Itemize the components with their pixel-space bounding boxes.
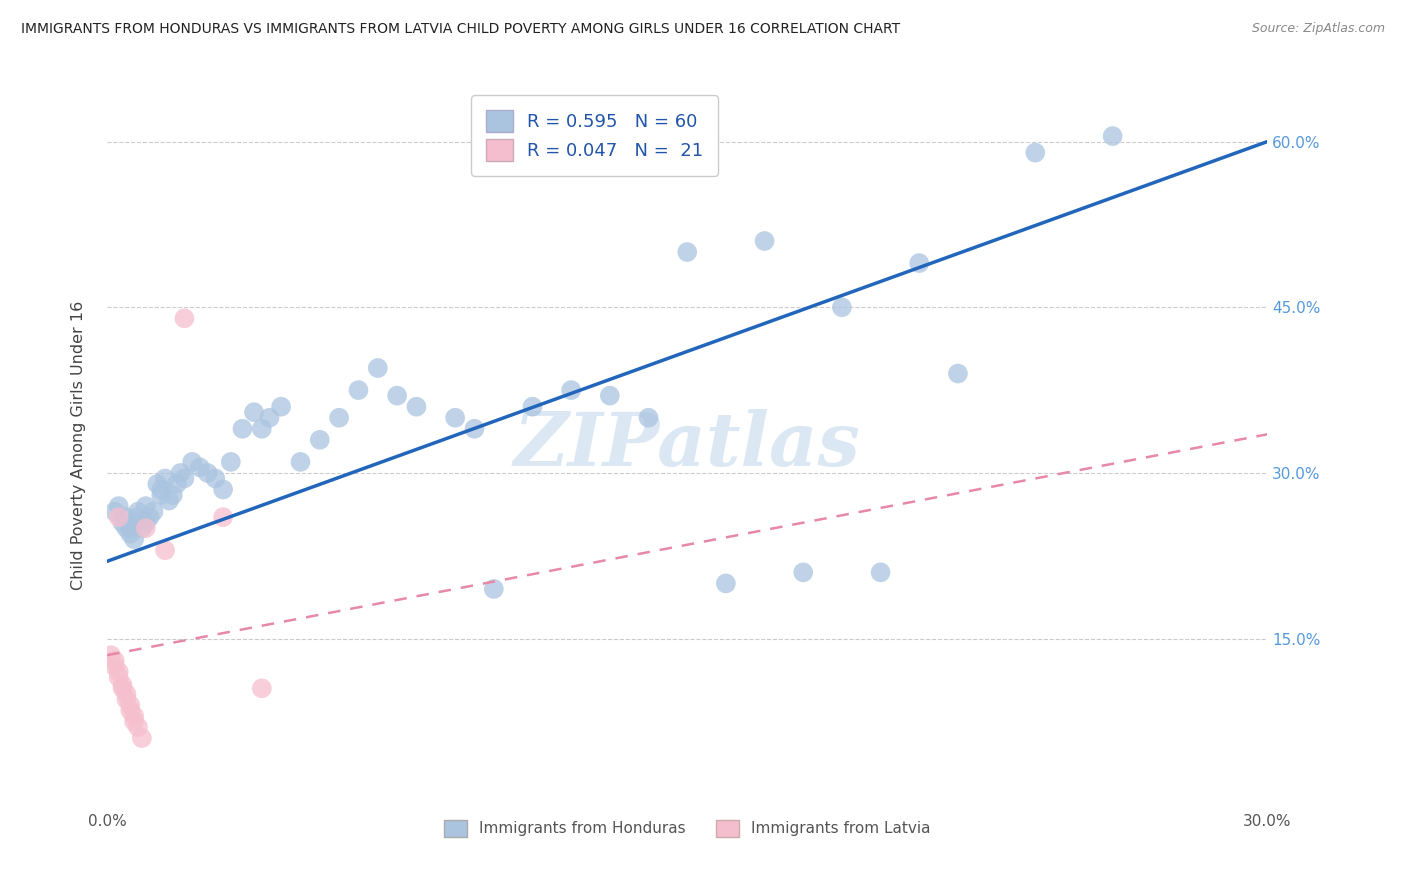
Point [104, 659, 127, 673]
Point [714, 576, 737, 591]
Point [104, 654, 127, 668]
Point [150, 483, 173, 497]
Point [637, 410, 659, 425]
Point [120, 703, 142, 717]
Point [181, 455, 204, 469]
Point [111, 516, 134, 530]
Point [522, 400, 544, 414]
Point [676, 245, 699, 260]
Point [162, 488, 184, 502]
Point [250, 681, 273, 696]
Point [115, 692, 138, 706]
Point [173, 311, 195, 326]
Point [127, 510, 149, 524]
Point [135, 521, 157, 535]
Point [243, 405, 266, 419]
Point [212, 483, 235, 497]
Point [290, 455, 312, 469]
Point [127, 505, 149, 519]
Point [204, 471, 226, 485]
Point [135, 499, 157, 513]
Point [111, 678, 134, 692]
Point [142, 505, 165, 519]
Point [946, 367, 969, 381]
Point [754, 234, 776, 248]
Point [308, 433, 330, 447]
Point [157, 493, 180, 508]
Point [385, 389, 408, 403]
Point [560, 383, 582, 397]
Point [115, 510, 138, 524]
Point [115, 521, 138, 535]
Y-axis label: Child Poverty Among Girls Under 16: Child Poverty Among Girls Under 16 [72, 301, 86, 590]
Point [107, 499, 129, 513]
Point [463, 422, 485, 436]
Point [173, 471, 195, 485]
Point [146, 477, 169, 491]
Point [188, 460, 211, 475]
Point [347, 383, 370, 397]
Point [135, 516, 157, 530]
Point [482, 582, 505, 596]
Text: Source: ZipAtlas.com: Source: ZipAtlas.com [1251, 22, 1385, 36]
Point [122, 709, 145, 723]
Point [122, 714, 145, 729]
Point [169, 466, 191, 480]
Point [120, 698, 142, 712]
Point [138, 510, 160, 524]
Point [131, 521, 153, 535]
Text: IMMIGRANTS FROM HONDURAS VS IMMIGRANTS FROM LATVIA CHILD POVERTY AMONG GIRLS UND: IMMIGRANTS FROM HONDURAS VS IMMIGRANTS F… [21, 22, 900, 37]
Point [1101, 129, 1123, 144]
Point [219, 455, 242, 469]
Point [107, 510, 129, 524]
Point [131, 731, 153, 745]
Point [367, 361, 389, 376]
Point [153, 543, 176, 558]
Point [197, 466, 219, 480]
Point [599, 389, 621, 403]
Point [120, 526, 142, 541]
Point [107, 665, 129, 679]
Point [328, 410, 350, 425]
Point [150, 488, 173, 502]
Point [270, 400, 292, 414]
Point [115, 687, 138, 701]
Point [104, 505, 127, 519]
Point [212, 510, 235, 524]
Point [405, 400, 427, 414]
Point [231, 422, 253, 436]
Point [259, 410, 281, 425]
Point [153, 471, 176, 485]
Point [107, 670, 129, 684]
Point [831, 300, 853, 314]
Point [792, 566, 814, 580]
Point [122, 533, 145, 547]
Point [250, 422, 273, 436]
Legend: Immigrants from Honduras, Immigrants from Latvia: Immigrants from Honduras, Immigrants fro… [437, 814, 936, 843]
Point [869, 566, 891, 580]
Point [444, 410, 467, 425]
Point [127, 720, 149, 734]
Point [100, 648, 122, 663]
Text: ZIPatlas: ZIPatlas [513, 409, 860, 482]
Point [166, 477, 188, 491]
Point [111, 681, 134, 696]
Point [908, 256, 931, 270]
Point [122, 516, 145, 530]
Point [1024, 145, 1046, 160]
Point [120, 521, 142, 535]
